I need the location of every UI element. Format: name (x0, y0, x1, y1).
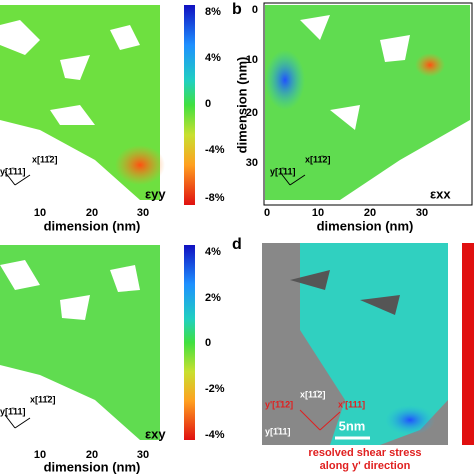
x-tick: 20 (364, 207, 376, 219)
colorbar (184, 245, 195, 440)
component: εxx (430, 186, 451, 201)
colorbar-tick: 8% (205, 6, 221, 18)
colorbar-tick: 4% (205, 246, 221, 258)
colorbar-tick: 0 (205, 337, 211, 349)
x-tick: 20 (86, 449, 98, 461)
panel-label: d (232, 236, 242, 253)
axis-arrows (279, 171, 306, 186)
colorbar (462, 243, 474, 445)
axis-label: x[11̄2] (300, 389, 326, 399)
y-tick: 10 (246, 54, 258, 66)
axis-label: y[1̄11] (0, 406, 26, 416)
x-tick: 20 (86, 207, 98, 219)
scale-label: 5nm (339, 418, 366, 433)
colorbar-tick: -4% (205, 429, 225, 441)
colorbar-tick: 4% (205, 52, 221, 64)
axis-arrows (299, 409, 341, 431)
component: εyy (145, 186, 166, 201)
colorbar-tick: -8% (205, 192, 225, 204)
x-tick: 30 (137, 449, 149, 461)
colorbar (184, 5, 195, 205)
strain-map (0, 5, 165, 200)
x-tick: 0 (264, 207, 270, 219)
axis-label: x[11̄2] (305, 154, 331, 164)
x-label: dimension (nm) (317, 218, 414, 233)
x-tick: 10 (34, 449, 46, 461)
y-tick: 20 (246, 107, 258, 119)
y-tick: 0 (252, 4, 258, 16)
colorbar-tick: 2% (205, 292, 221, 304)
axis-label: y[1̄11] (0, 166, 26, 176)
panel-label: b (232, 1, 242, 18)
axis-label: y[1̄11] (270, 166, 296, 176)
axis-label: x[11̄2] (32, 154, 58, 164)
x-label: dimension (nm) (44, 459, 141, 474)
tem-image (262, 243, 448, 445)
x-tick: 30 (137, 207, 149, 219)
strain-map (265, 5, 470, 200)
caption: resolved shear stress (308, 447, 421, 459)
axis-label: y[1̄11] (265, 426, 291, 436)
y-tick: 30 (246, 157, 258, 169)
x-tick: 10 (312, 207, 324, 219)
colorbar-tick: -4% (205, 144, 225, 156)
x-tick: 30 (416, 207, 428, 219)
component: εxy (145, 426, 166, 441)
colorbar-tick: -2% (205, 383, 225, 395)
colorbar-tick: 0 (205, 98, 211, 110)
axis-label: y'[1̄12] (265, 399, 293, 409)
x-label: dimension (nm) (44, 218, 141, 233)
axis-label: x[11̄2] (30, 394, 56, 404)
x-tick: 10 (34, 207, 46, 219)
axis-arrows (4, 171, 31, 186)
axis-arrows (4, 414, 31, 429)
strain-map (0, 245, 160, 440)
frame (263, 2, 473, 206)
y-label: dimension (nm) (234, 57, 249, 154)
axis-label: x'[111] (338, 399, 365, 409)
caption: along y' direction (320, 460, 411, 472)
